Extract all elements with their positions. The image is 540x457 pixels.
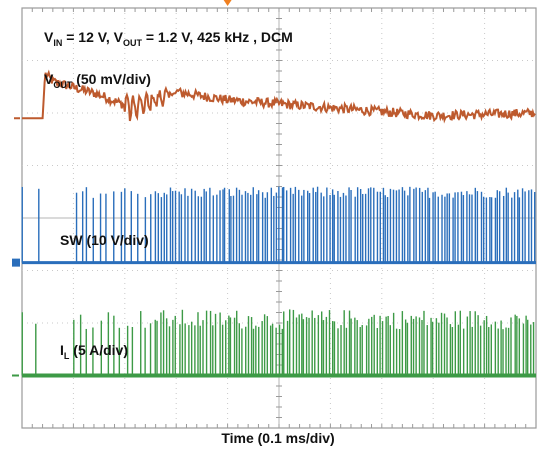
il-channel-label: IL (5 A/div)	[60, 342, 128, 361]
trigger-marker	[223, 0, 232, 6]
sw-ground-marker	[12, 258, 20, 267]
channel-markers	[12, 0, 232, 377]
vout-trace	[22, 69, 536, 124]
vout-channel-label: VOUT (50 mV/div)	[44, 71, 151, 90]
x-axis-label: Time (0.1 ms/div)	[221, 430, 335, 446]
scope-traces	[21, 69, 536, 378]
sw-channel-label: SW (10 V/div)	[60, 232, 149, 248]
il-trace	[21, 309, 536, 378]
chart-title: VIN = 12 V, VOUT = 1.2 V, 425 kHz , DCM	[44, 29, 293, 48]
sw-trace	[21, 186, 536, 265]
